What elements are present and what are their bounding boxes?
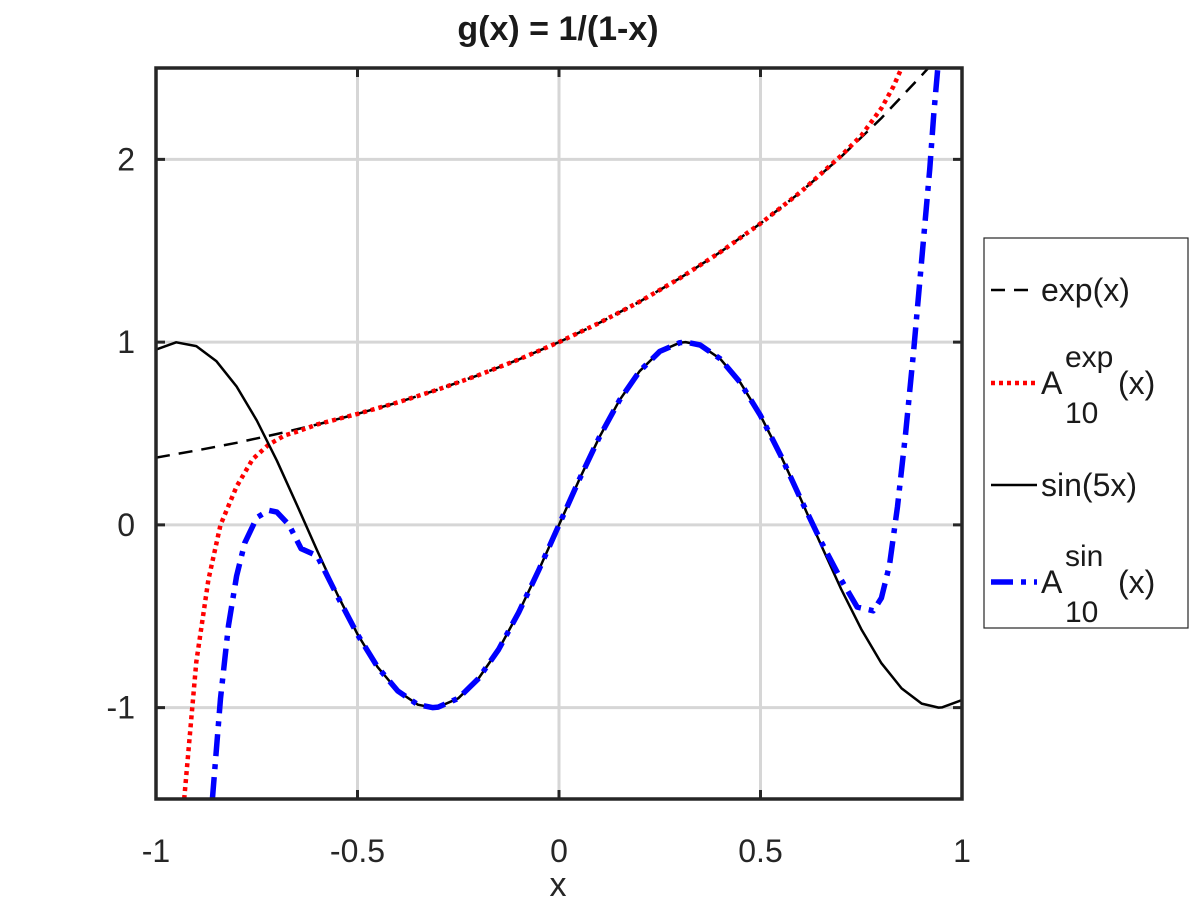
x-tick-label: -1 <box>142 833 170 869</box>
legend-label-2: A <box>1041 365 1063 401</box>
y-tick-labels: -1 0 1 2 <box>107 141 135 725</box>
legend-label-sub-2: 10 <box>1065 397 1098 430</box>
legend-box <box>983 237 1189 629</box>
ticks <box>154 68 964 799</box>
chart-title: g(x) = 1/(1-x) <box>457 10 658 48</box>
x-tick-label: 0.5 <box>738 833 782 869</box>
series-layer <box>156 68 962 799</box>
legend-label-after-4: (x) <box>1118 564 1155 600</box>
y-tick-label: 1 <box>117 324 135 360</box>
y-tick-label: 2 <box>117 141 135 177</box>
legend-label-after-2: (x) <box>1118 365 1155 401</box>
legend-label-1: exp(x) <box>1041 272 1130 308</box>
x-tick-label: 1 <box>953 833 971 869</box>
x-tick-label: -0.5 <box>330 833 385 869</box>
x-tick-labels: -1 -0.5 0 0.5 1 <box>142 833 971 869</box>
series-line-4 <box>209 68 941 799</box>
legend-label-4: A <box>1041 564 1063 600</box>
x-tick-label: 0 <box>550 833 568 869</box>
legend-label-sub-4: 10 <box>1065 596 1098 629</box>
legend-label-3: sin(5x) <box>1041 467 1137 503</box>
x-axis-label: x <box>550 866 567 900</box>
y-tick-label: 0 <box>117 507 135 543</box>
legend-label-sup-2: exp <box>1065 341 1113 374</box>
series-line-2 <box>181 68 904 799</box>
y-tick-label: -1 <box>107 690 135 726</box>
legend-label-sup-4: sin <box>1065 540 1103 573</box>
